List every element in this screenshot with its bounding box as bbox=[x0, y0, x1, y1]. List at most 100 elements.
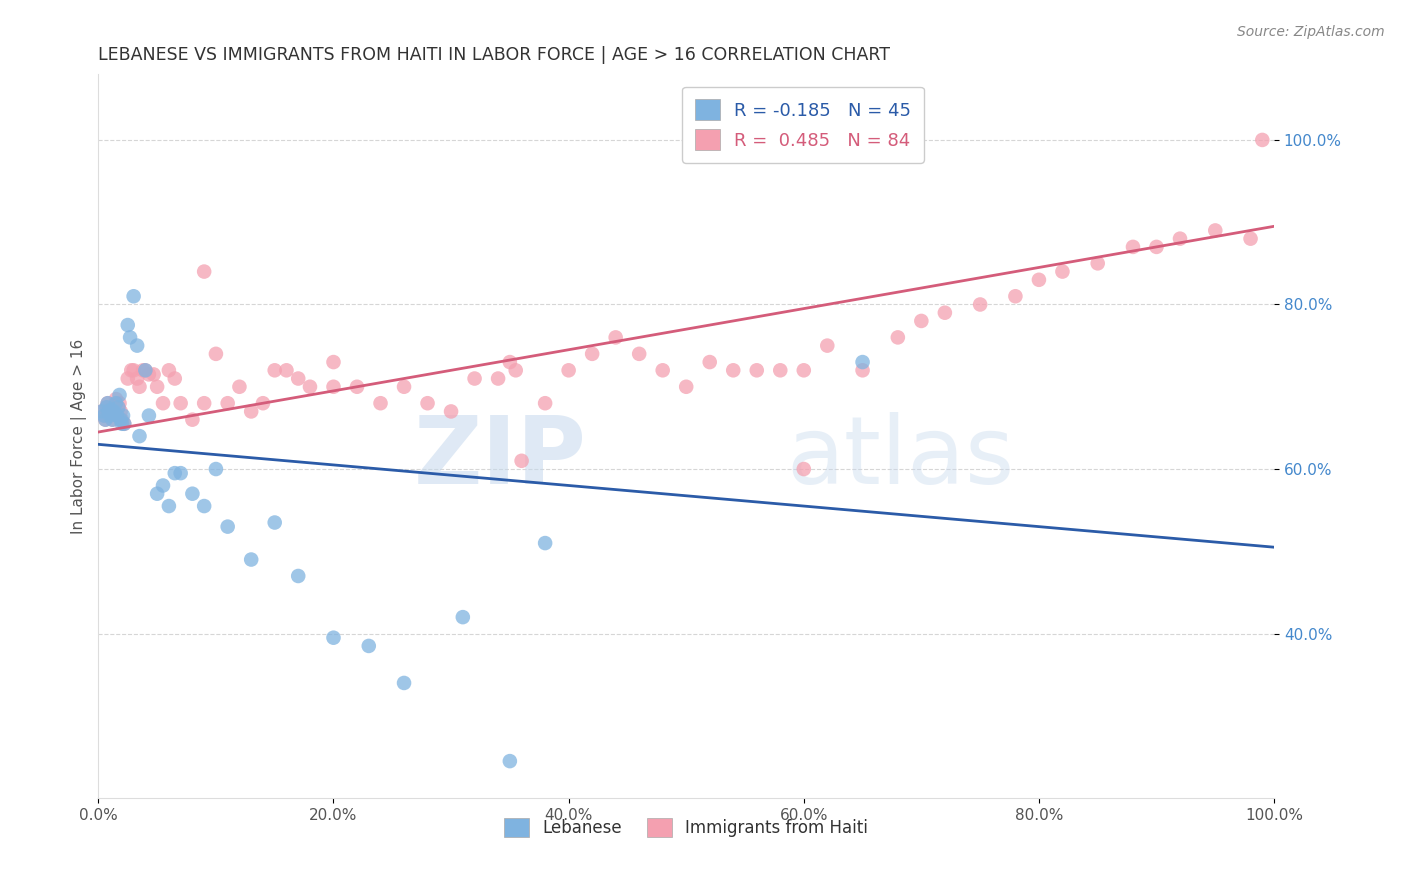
Point bbox=[111, 417, 134, 431]
Point bbox=[142, 368, 165, 382]
Point bbox=[104, 396, 127, 410]
Point bbox=[651, 363, 673, 377]
Point bbox=[370, 396, 392, 410]
Point bbox=[346, 380, 368, 394]
Point bbox=[605, 330, 627, 344]
Point bbox=[263, 516, 285, 530]
Point bbox=[100, 402, 122, 417]
Point bbox=[815, 338, 838, 352]
Point bbox=[969, 297, 991, 311]
Point bbox=[122, 363, 145, 377]
Point bbox=[104, 392, 127, 406]
Point bbox=[98, 409, 121, 423]
Point bbox=[101, 412, 124, 426]
Point bbox=[205, 462, 228, 476]
Point bbox=[322, 355, 344, 369]
Point bbox=[169, 396, 191, 410]
Point bbox=[745, 363, 768, 377]
Point bbox=[105, 409, 128, 423]
Point bbox=[104, 406, 127, 420]
Point bbox=[510, 454, 533, 468]
Point bbox=[163, 466, 186, 480]
Point bbox=[100, 402, 122, 417]
Point bbox=[93, 409, 115, 423]
Point bbox=[910, 314, 932, 328]
Point bbox=[217, 396, 239, 410]
Point bbox=[112, 409, 135, 423]
Point bbox=[112, 417, 135, 431]
Point bbox=[322, 631, 344, 645]
Point bbox=[205, 347, 228, 361]
Point bbox=[108, 388, 131, 402]
Text: ZIP: ZIP bbox=[413, 412, 586, 504]
Point bbox=[96, 401, 118, 415]
Point bbox=[1087, 256, 1109, 270]
Point bbox=[152, 396, 174, 410]
Point bbox=[97, 396, 120, 410]
Point bbox=[723, 363, 745, 377]
Point bbox=[240, 552, 263, 566]
Point bbox=[416, 396, 439, 410]
Point bbox=[163, 371, 186, 385]
Point bbox=[157, 499, 180, 513]
Point bbox=[107, 401, 129, 415]
Point bbox=[499, 754, 522, 768]
Point bbox=[103, 404, 125, 418]
Point bbox=[1239, 232, 1261, 246]
Point bbox=[887, 330, 910, 344]
Point bbox=[107, 401, 129, 415]
Point bbox=[1168, 232, 1191, 246]
Point bbox=[94, 412, 117, 426]
Text: atlas: atlas bbox=[786, 412, 1014, 504]
Point bbox=[1146, 240, 1168, 254]
Point bbox=[499, 355, 522, 369]
Point bbox=[276, 363, 298, 377]
Point bbox=[240, 404, 263, 418]
Point bbox=[152, 478, 174, 492]
Point bbox=[111, 412, 134, 426]
Point bbox=[105, 409, 128, 423]
Point bbox=[193, 396, 215, 410]
Point bbox=[134, 363, 156, 377]
Point bbox=[505, 363, 527, 377]
Point bbox=[97, 404, 120, 418]
Point bbox=[769, 363, 792, 377]
Point bbox=[122, 289, 145, 303]
Point bbox=[146, 486, 169, 500]
Point bbox=[534, 536, 557, 550]
Point bbox=[112, 417, 135, 431]
Point bbox=[193, 499, 215, 513]
Point bbox=[138, 409, 160, 423]
Point bbox=[451, 610, 474, 624]
Point bbox=[96, 401, 118, 415]
Point bbox=[440, 404, 463, 418]
Point bbox=[132, 363, 155, 377]
Point bbox=[628, 347, 651, 361]
Point bbox=[699, 355, 721, 369]
Point bbox=[117, 318, 139, 332]
Point bbox=[181, 486, 204, 500]
Point bbox=[534, 396, 557, 410]
Point bbox=[120, 363, 142, 377]
Point bbox=[675, 380, 697, 394]
Y-axis label: In Labor Force | Age > 16: In Labor Force | Age > 16 bbox=[72, 338, 87, 533]
Text: LEBANESE VS IMMIGRANTS FROM HAITI IN LABOR FORCE | AGE > 16 CORRELATION CHART: LEBANESE VS IMMIGRANTS FROM HAITI IN LAB… bbox=[98, 46, 890, 64]
Point bbox=[127, 371, 149, 385]
Text: Source: ZipAtlas.com: Source: ZipAtlas.com bbox=[1237, 25, 1385, 39]
Point bbox=[181, 412, 204, 426]
Point bbox=[464, 371, 486, 385]
Point bbox=[486, 371, 509, 385]
Point bbox=[110, 412, 132, 426]
Point bbox=[138, 368, 160, 382]
Point bbox=[127, 338, 149, 352]
Point bbox=[1251, 133, 1274, 147]
Point bbox=[94, 412, 117, 426]
Point bbox=[1052, 264, 1074, 278]
Point bbox=[557, 363, 579, 377]
Point bbox=[128, 429, 150, 443]
Point bbox=[134, 363, 156, 377]
Point bbox=[851, 363, 873, 377]
Point bbox=[157, 363, 180, 377]
Point bbox=[217, 519, 239, 533]
Point bbox=[169, 466, 191, 480]
